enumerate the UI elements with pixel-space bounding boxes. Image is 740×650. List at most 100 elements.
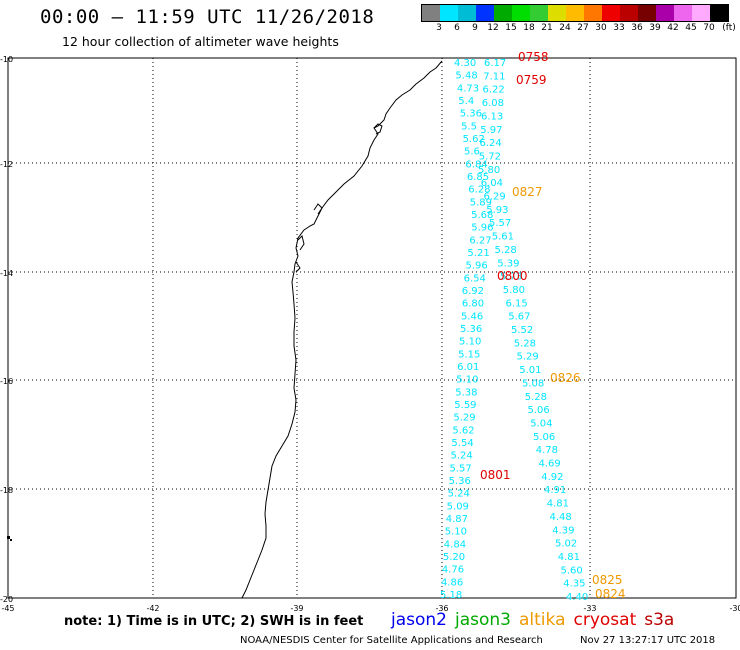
west-track-value: 5.18	[440, 590, 462, 601]
west-track-value: 6.28	[468, 185, 490, 196]
units-note: note: 1) Time is in UTC; 2) SWH is in fe…	[64, 614, 364, 629]
pass-time-label: 0825	[592, 573, 623, 587]
scale-swatch	[602, 5, 620, 21]
scale-label: 45	[685, 23, 697, 33]
map-grid	[8, 58, 736, 598]
east-track-value: 4.69	[539, 459, 561, 470]
west-track-value: 6.85	[467, 172, 489, 183]
pass-time-label: 0827	[512, 185, 543, 199]
west-track-value: 5.10	[445, 527, 467, 538]
scale-label: 39	[649, 23, 661, 33]
east-track-value: 4.39	[552, 525, 574, 536]
generation-timestamp: Nov 27 13:27:17 UTC 2018	[580, 635, 716, 646]
scale-swatch	[530, 5, 548, 21]
east-track-value: 6.29	[484, 192, 506, 203]
scale-swatch	[458, 5, 476, 21]
west-track-value: 5.5	[461, 121, 477, 132]
scale-label: 70	[703, 23, 715, 33]
scale-label: 18	[523, 23, 535, 33]
pass-time-label: 0826	[550, 371, 581, 385]
scale-label: 36	[631, 23, 643, 33]
scale-label: 27	[577, 23, 589, 33]
scale-label: 9	[472, 23, 478, 33]
latitude-label: -16	[0, 377, 13, 386]
scale-swatch	[548, 5, 566, 21]
east-track-value: 5.52	[511, 325, 533, 336]
scale-swatch	[656, 5, 674, 21]
pass-time-label: 0800	[497, 269, 528, 283]
map-title: 00:00 – 11:59 UTC 11/26/2018	[40, 6, 375, 28]
map-frame	[7, 57, 737, 599]
west-track-value: 5.48	[455, 71, 477, 82]
scale-swatch	[440, 5, 458, 21]
west-track-value: 4.73	[457, 83, 479, 94]
west-track-value: 6.54	[464, 273, 486, 284]
latitude-label: -14	[0, 269, 13, 278]
longitude-label: -45	[1, 604, 14, 613]
west-track-value: 5.54	[451, 438, 473, 449]
west-track-value: 5.24	[450, 451, 472, 462]
west-track-value: 5.62	[452, 425, 474, 436]
pass-time-label: 0801	[480, 468, 511, 482]
west-track-value: 5.09	[447, 501, 469, 512]
east-track-value: 5.80	[478, 165, 500, 176]
scale-label: 42	[667, 23, 679, 33]
west-track-value: 6.01	[457, 362, 479, 373]
west-track-value: 5.10	[459, 337, 481, 348]
scale-swatch	[710, 5, 728, 21]
west-track-value: 5.59	[454, 400, 476, 411]
east-track-value: 5.01	[519, 365, 541, 376]
east-track-value: 6.17	[484, 58, 506, 69]
east-track-value: 5.60	[561, 565, 583, 576]
east-track-value: 4.40	[566, 592, 588, 603]
east-track-value: 7.11	[483, 71, 505, 82]
east-track-value: 5.57	[489, 218, 511, 229]
scale-label: 6	[454, 23, 460, 33]
pass-time-label: 0759	[516, 73, 547, 87]
east-track-value: 5.06	[528, 405, 550, 416]
scale-label: 15	[505, 23, 517, 33]
scale-swatch	[638, 5, 656, 21]
scale-swatch	[566, 5, 584, 21]
east-track-value: 5.39	[497, 258, 519, 269]
east-track-value: 5.04	[530, 418, 552, 429]
west-track-value: 5.57	[450, 463, 472, 474]
east-track-value: 5.73	[500, 272, 522, 283]
west-track-value: 5.96	[471, 223, 493, 234]
east-pass-track: 6.17 7.11 6.22 6.08 6.13 5.97 6.24 5.72 5.80 6.04…	[478, 58, 588, 603]
east-track-value: 4.48	[550, 512, 572, 523]
wave-height-color-scale	[421, 4, 729, 22]
east-track-value: 6.24	[480, 138, 502, 149]
color-scale-labels: 3 6 9 12 15 18 21 24 27 30 33 36 39 42 45 70 (ft)	[421, 23, 740, 35]
west-track-value: 5.4	[458, 96, 474, 107]
scale-label: 21	[541, 23, 553, 33]
satellite-legend-item: jason3	[455, 610, 511, 630]
west-track-value: 5.36	[460, 109, 482, 120]
west-track-value: 5.10	[456, 375, 478, 386]
scale-swatch	[476, 5, 494, 21]
latitude-labels: -10 -12 -14 -16 -18 -20	[0, 55, 13, 604]
longitude-labels: -45 -42 -39 -36 -33 -30	[1, 604, 740, 613]
pass-time-label: 0824	[595, 587, 626, 601]
east-track-value: 5.28	[525, 392, 547, 403]
longitude-label: -33	[583, 604, 596, 613]
scale-swatch	[422, 5, 440, 21]
satellite-legend: jason2 jason3 altika cryosat s3a	[391, 610, 682, 630]
scale-label: 24	[559, 23, 571, 33]
west-track-value: 5.21	[467, 248, 489, 259]
longitude-label: -42	[146, 604, 159, 613]
west-track-value: 5.15	[458, 349, 480, 360]
west-track-value: 5.89	[470, 197, 492, 208]
west-track-value: 5.36	[449, 476, 471, 487]
east-track-value: 5.93	[486, 205, 508, 216]
longitude-label: -30	[729, 604, 740, 613]
west-track-value: 5.62	[463, 134, 485, 145]
east-track-value: 4.91	[544, 485, 566, 496]
east-track-value: 5.72	[479, 151, 501, 162]
scale-label: 30	[595, 23, 607, 33]
east-track-value: 4.92	[541, 472, 563, 483]
east-track-value: 5.08	[522, 378, 544, 389]
east-track-value: 5.97	[480, 125, 502, 136]
east-track-value: 4.81	[558, 552, 580, 563]
